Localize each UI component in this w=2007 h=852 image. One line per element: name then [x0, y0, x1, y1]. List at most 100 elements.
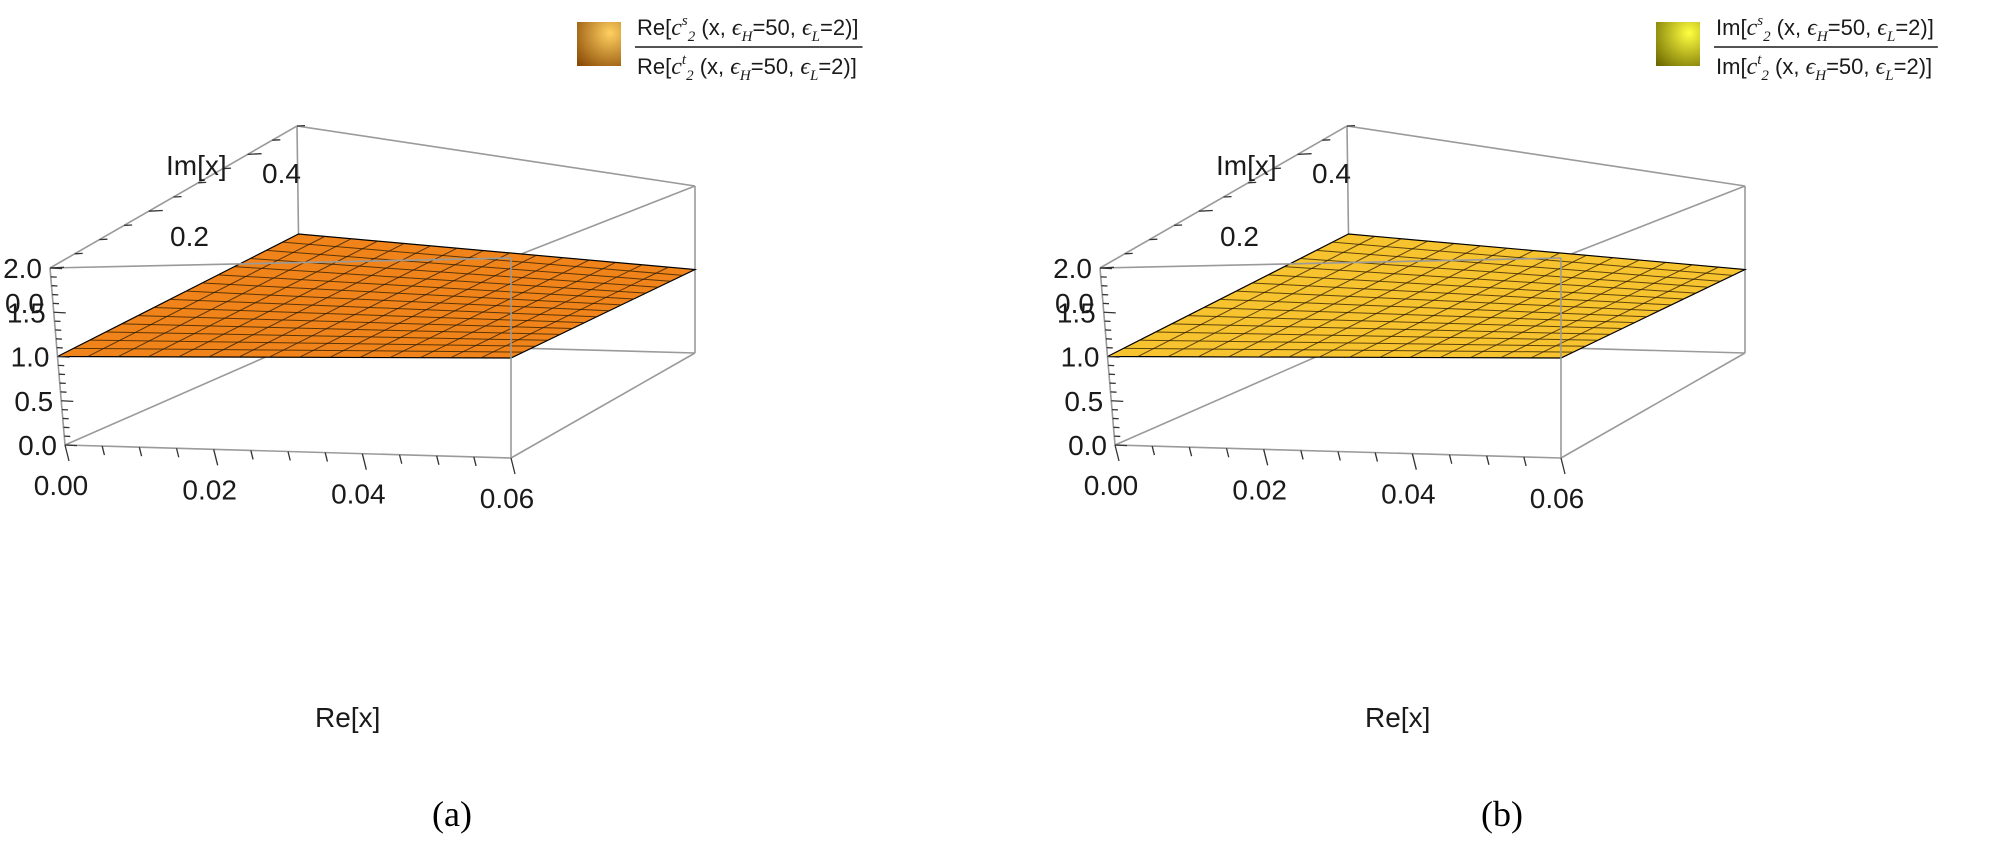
- y-tick-label: 0.4: [262, 158, 301, 189]
- z-tick: [57, 355, 70, 358]
- mesh-line: [208, 245, 431, 358]
- legend-denominator-part: ϵ: [1806, 54, 1817, 80]
- mesh-line: [1203, 307, 1635, 324]
- y-tick: [1297, 153, 1312, 156]
- legend-denominator-part: t: [682, 52, 687, 68]
- mesh-line: [169, 298, 597, 318]
- mesh-line: [186, 290, 610, 312]
- legend-numerator: Re[cs2 (x, ϵH=50, ϵL=2)]: [637, 13, 859, 45]
- mesh-line: [238, 247, 458, 358]
- x-axis-label: Re[x]: [1365, 702, 1430, 733]
- legend-numerator-part: ϵ: [1807, 15, 1818, 41]
- mesh-line: [299, 252, 511, 358]
- box-edge: [64, 341, 301, 446]
- mesh-line: [266, 249, 671, 282]
- x-tick: [138, 447, 143, 457]
- mesh-line: [1219, 298, 1647, 318]
- legend-numerator-part: =50,: [1828, 15, 1878, 40]
- x-tick: [1374, 452, 1379, 462]
- box-edge: [1114, 341, 1351, 446]
- x-tick: [213, 449, 219, 466]
- z-tick-label: 1.5: [1057, 297, 1096, 328]
- legend-numerator-part: H: [741, 29, 754, 45]
- z-tick: [49, 267, 63, 270]
- mesh-line: [1171, 323, 1611, 335]
- mesh-line: [117, 238, 352, 358]
- panel-caption: (a): [432, 794, 472, 834]
- mesh-line: [1470, 261, 1666, 359]
- y-tick: [247, 153, 262, 156]
- legend-denominator: Re[ct2 (x, ϵH=50, ϵL=2)]: [637, 52, 857, 84]
- x-tick-label: 0.02: [182, 474, 237, 505]
- x-tick: [250, 450, 254, 460]
- mesh-line: [1379, 254, 1587, 358]
- mesh-line: [1316, 249, 1721, 282]
- mesh-line: [73, 347, 524, 353]
- legend-numerator-part: (x,: [1771, 15, 1808, 40]
- mesh-line: [1288, 247, 1508, 358]
- mesh-line: [1318, 250, 1534, 358]
- x-tick: [1486, 455, 1490, 465]
- mesh-line: [147, 240, 379, 358]
- x-tick: [1448, 454, 1453, 464]
- mesh-line: [121, 323, 561, 335]
- mesh-line: [1252, 282, 1672, 306]
- mesh-line: [420, 261, 616, 359]
- x-tick: [101, 445, 106, 456]
- z-tick-label: 2.0: [3, 253, 42, 284]
- panel-b: 0.00 0.02 0.04 0.06 Re[x] 0.0 0.2 0.4 Im[x] 0.0 0.…: [1053, 13, 1938, 834]
- x-tick: [1560, 457, 1566, 475]
- box-edge: [1346, 125, 1746, 187]
- x-tick: [1411, 453, 1417, 470]
- mesh-line: [1236, 290, 1660, 312]
- legend-denominator-part: ϵ: [1876, 54, 1887, 80]
- legend-denominator-part: ϵ: [730, 54, 741, 80]
- y-axis-label: Im[x]: [166, 150, 227, 181]
- x-tick-label: 0.02: [1232, 474, 1287, 505]
- mesh-line: [1197, 240, 1429, 358]
- x-tick: [64, 444, 70, 462]
- mesh-line: [234, 266, 646, 294]
- z-tick-label: 1.0: [1061, 342, 1100, 373]
- legend-denominator-part: =2)]: [818, 54, 857, 79]
- mesh-line: [1530, 266, 1719, 359]
- legend-numerator-part: =2)]: [1895, 15, 1934, 40]
- x-tick: [436, 455, 440, 465]
- mesh-line: [178, 243, 405, 358]
- mesh-line: [1167, 238, 1402, 358]
- legend-numerator-part: =50,: [752, 15, 802, 40]
- z-tick-label: 1.5: [7, 297, 46, 328]
- box-edge: [296, 125, 696, 187]
- legend-denominator-part: H: [739, 68, 752, 84]
- mesh-line: [153, 307, 585, 324]
- z-tick: [1111, 400, 1124, 402]
- box-edge: [49, 257, 512, 269]
- z-tick: [1103, 311, 1116, 314]
- mesh-line: [389, 259, 590, 359]
- legend-denominator-part: =50,: [751, 54, 801, 79]
- box-edge: [1560, 352, 1746, 459]
- legend-numerator-part: ϵ: [1877, 15, 1888, 41]
- x-tick: [510, 457, 516, 475]
- legend-denominator-part: =50,: [1826, 54, 1876, 79]
- z-tick: [1099, 267, 1113, 270]
- x-tick: [287, 451, 291, 461]
- box-edge: [1560, 185, 1746, 259]
- legend-numerator-part: 2: [688, 29, 696, 45]
- y-tick: [1198, 209, 1213, 212]
- legend-denominator-part: c: [671, 54, 682, 80]
- legend-numerator-part: ϵ: [732, 15, 743, 41]
- legend-numerator-part: ϵ: [802, 15, 813, 41]
- mesh-line: [359, 257, 564, 358]
- x-tick: [1523, 456, 1527, 467]
- x-axis-label: Re[x]: [315, 702, 380, 733]
- z-tick: [1107, 355, 1120, 358]
- legend-numerator-part: s: [682, 13, 688, 29]
- x-tick-label: 0.00: [1084, 470, 1139, 501]
- y-tick-label: 0.0: [1055, 288, 1094, 319]
- mesh-line: [1137, 235, 1376, 358]
- y-tick: [148, 209, 163, 212]
- x-tick: [1114, 444, 1120, 462]
- mesh-line: [1258, 245, 1481, 358]
- legend-denominator-part: =2)]: [1894, 54, 1933, 79]
